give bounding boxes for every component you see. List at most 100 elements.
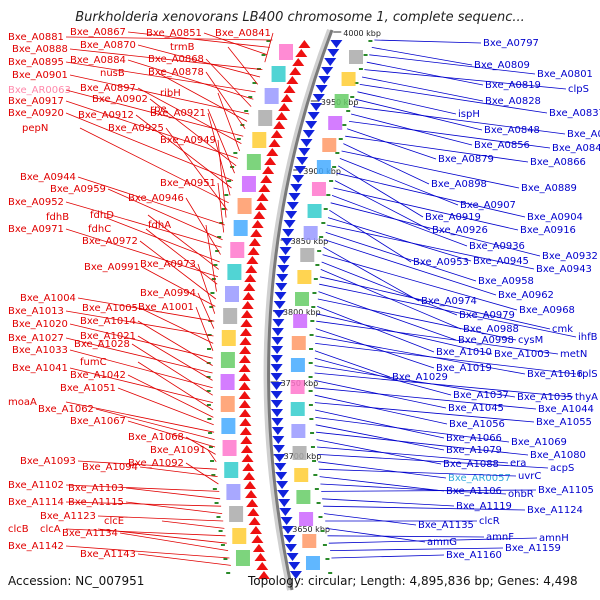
label-connector-left: [264, 32, 274, 63]
scale-dot: [207, 418, 212, 420]
gene-label-left: Bxe_A0991: [84, 262, 140, 273]
forward-gene-arrow: [238, 391, 251, 399]
scale-dot: [310, 320, 315, 322]
category-block: [334, 94, 349, 108]
reverse-gene-arrow: [279, 508, 292, 516]
label-connector-right: [319, 283, 577, 338]
scale-dot: [310, 446, 315, 448]
forward-gene-arrow: [238, 355, 251, 363]
reverse-gene-arrow: [324, 58, 337, 66]
reverse-gene-arrow: [283, 535, 296, 543]
label-connector-left: [227, 46, 259, 85]
reverse-gene-arrow: [278, 499, 291, 507]
category-block: [290, 380, 305, 394]
label-connector-left: [137, 44, 261, 78]
gene-label-right: Bxe_A0797: [483, 38, 539, 49]
gene-label-left: Bxe_A0925: [108, 123, 164, 134]
label-connector-right: [322, 254, 518, 311]
label-connector-right: [314, 394, 448, 425]
gene-label-right: Bxe_A0943: [536, 264, 592, 275]
reverse-gene-arrow: [300, 139, 313, 147]
forward-gene-arrow: [273, 121, 286, 129]
gene-label-left: Bxe_A0888: [12, 44, 68, 55]
label-connector-left: [65, 484, 220, 492]
category-block: [279, 44, 294, 60]
forward-gene-arrow: [239, 427, 252, 435]
forward-gene-arrow: [258, 184, 271, 192]
gene-label-right: Bxe_A0889: [521, 183, 577, 194]
label-connector-left: [137, 553, 231, 566]
label-connector-left: [185, 197, 221, 255]
scale-dot: [346, 110, 351, 112]
forward-gene-arrow: [239, 328, 252, 336]
label-connector-left: [127, 59, 254, 100]
label-connector-left: [165, 127, 228, 211]
forward-gene-arrow: [280, 94, 293, 102]
scale-dot: [326, 194, 331, 196]
category-block: [292, 446, 307, 460]
scale-dot: [313, 474, 318, 476]
reverse-gene-arrow: [271, 328, 284, 336]
label-connector-right: [315, 343, 577, 375]
category-block: [220, 352, 235, 368]
gene-label-left: Bxe_A0912: [78, 110, 134, 121]
category-block: [291, 336, 306, 350]
reverse-gene-arrow: [270, 373, 283, 381]
reverse-gene-arrow: [290, 184, 303, 192]
scale-dot: [209, 306, 214, 308]
gene-label-left: Bxe_A1123: [40, 511, 96, 522]
reverse-gene-arrow: [276, 481, 289, 489]
gene-label-left: Bxe_A0902: [92, 94, 148, 105]
reverse-gene-arrow: [318, 76, 331, 84]
gene-label-right: Bxe_A1159: [505, 543, 561, 554]
gene-label-right: Bxe_A1055: [536, 417, 592, 428]
label-connector-left: [157, 72, 248, 122]
label-connector-left: [97, 528, 227, 544]
reverse-gene-arrow: [271, 337, 284, 345]
forward-gene-arrow: [262, 166, 275, 174]
scale-dot: [311, 306, 316, 308]
category-block: [220, 374, 235, 390]
scale-dot: [207, 348, 212, 350]
gene-label-left: Bxe_A1143: [80, 549, 136, 560]
gene-label-left: ribH: [160, 88, 181, 99]
scale-dot: [312, 460, 317, 462]
label-connector-right: [315, 424, 445, 451]
category-block: [300, 248, 315, 262]
label-connector-left: [217, 139, 227, 218]
label-connector-left: [69, 367, 213, 403]
gene-label-left: Bxe_A1068: [128, 432, 184, 443]
reverse-gene-arrow: [273, 301, 286, 309]
category-block: [252, 132, 267, 148]
category-block: [341, 72, 356, 86]
scale-dot: [206, 376, 211, 378]
forward-gene-arrow: [244, 274, 257, 282]
label-connector-right: [334, 180, 431, 231]
scale-dot: [308, 376, 313, 378]
label-connector-right: [359, 84, 548, 114]
reverse-gene-arrow: [270, 400, 283, 408]
category-block: [226, 484, 241, 500]
reverse-gene-arrow: [321, 67, 334, 75]
gene-label-left: Bxe_A1062: [38, 404, 94, 415]
forward-gene-arrow: [243, 283, 256, 291]
reverse-gene-arrow: [292, 175, 305, 183]
forward-gene-arrow: [240, 319, 253, 327]
category-block: [302, 534, 317, 548]
label-connector-right: [333, 187, 519, 231]
reverse-gene-arrow: [275, 472, 288, 480]
label-connector-left: [139, 240, 217, 300]
gene-label-left: Bxe_A0971: [8, 224, 64, 235]
label-connector-left: [149, 98, 237, 167]
scale-dot: [210, 460, 215, 462]
label-connector-right: [337, 165, 424, 218]
label-connector-right: [319, 476, 445, 492]
label-connector-right: [345, 135, 529, 163]
label-connector-left: [207, 112, 231, 196]
label-connector-right: [314, 365, 516, 398]
label-connector-left: [65, 528, 226, 537]
label-connector-right: [314, 402, 535, 423]
label-connector-left: [197, 292, 215, 329]
category-block: [222, 440, 237, 456]
